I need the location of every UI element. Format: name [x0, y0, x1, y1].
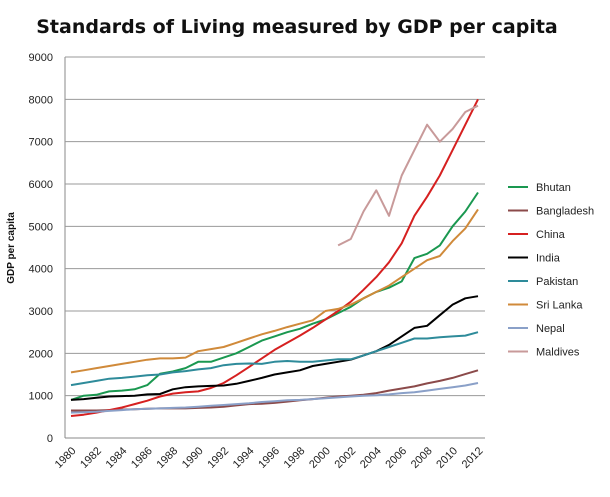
legend-label: Maldives: [536, 347, 580, 359]
chart-title: Standards of Living measured by GDP per …: [36, 16, 558, 38]
legend-label: Nepal: [536, 323, 565, 335]
x-tick-label: 1996: [256, 445, 282, 471]
y-tick-label: 4000: [29, 264, 53, 276]
x-tick-label: 1980: [53, 445, 79, 471]
series-line-india: [70, 295, 479, 401]
x-tick-label: 2012: [460, 445, 486, 471]
x-tick-label: 2002: [333, 445, 359, 471]
series-line-pakistan: [70, 331, 479, 387]
x-tick-label: 2006: [383, 445, 409, 471]
legend-label: Bangladesh: [536, 206, 594, 218]
y-tick-label: 1000: [29, 391, 53, 403]
legend-label: Bhutan: [536, 182, 571, 194]
x-tick-label: 2004: [358, 445, 384, 471]
x-tick-label: 2000: [307, 445, 333, 471]
y-tick-label: 2000: [29, 348, 53, 360]
series-line-sri-lanka: [70, 208, 479, 374]
x-tick-label: 2008: [409, 445, 435, 471]
y-tick-label: 6000: [29, 179, 53, 191]
series-line-bhutan: [70, 191, 479, 401]
x-tick-label: 1998: [282, 445, 308, 471]
series-line-china: [70, 98, 479, 417]
legend-label: China: [536, 229, 566, 241]
legend-label: Sri Lanka: [536, 300, 583, 312]
y-tick-label: 5000: [29, 221, 53, 233]
legend-label: Pakistan: [536, 276, 578, 288]
x-tick-label: 1984: [104, 445, 130, 471]
series-line-nepal: [70, 382, 479, 414]
legend-label: India: [536, 253, 561, 265]
x-tick-label: 1994: [231, 445, 257, 471]
x-tick-label: 1992: [205, 445, 231, 471]
y-tick-label: 9000: [29, 52, 53, 64]
x-tick-label: 1982: [78, 445, 104, 471]
x-tick-label: 1988: [154, 445, 180, 471]
y-tick-label: 7000: [29, 137, 53, 149]
y-tick-label: 8000: [29, 94, 53, 106]
series-line-maldives: [337, 104, 479, 247]
x-tick-label: 2010: [434, 445, 460, 471]
y-tick-label: 3000: [29, 306, 53, 318]
y-axis-label: GDP per capita: [6, 212, 17, 284]
x-tick-label: 1986: [129, 445, 155, 471]
y-tick-label: 0: [47, 433, 53, 445]
x-tick-label: 1990: [180, 445, 206, 471]
